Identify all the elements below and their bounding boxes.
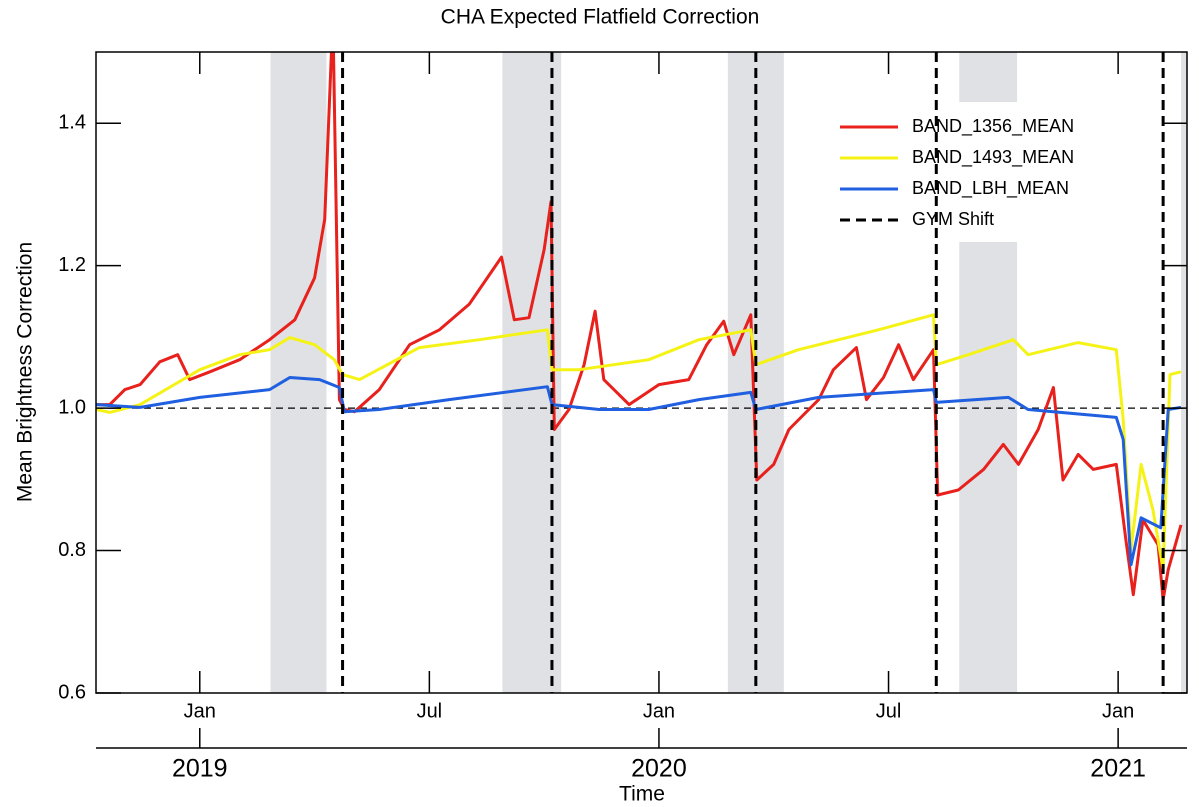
y-tick-label: 0.6 (58, 681, 86, 703)
data-line (96, 52, 1183, 602)
y-tick-label: 1.2 (58, 254, 86, 276)
chart-title: CHA Expected Flatfield Correction (441, 6, 760, 29)
shaded-region (1181, 52, 1187, 693)
y-axis-label: Mean Brightness Correction (14, 242, 37, 502)
x-tick-label: Jan (1102, 700, 1134, 722)
year-tick-label: 2021 (1090, 755, 1146, 783)
legend-label: GYM Shift (912, 209, 994, 229)
data-line (96, 313, 1182, 572)
x-tick-label: Jul (417, 700, 443, 722)
legend-label: BAND_1493_MEAN (912, 147, 1074, 168)
plot-frame (95, 51, 1188, 694)
legend-label: BAND_1356_MEAN (912, 116, 1074, 137)
y-tick-label: 1.4 (58, 112, 86, 134)
year-tick-label: 2020 (631, 755, 687, 783)
x-tick-label: Jan (643, 700, 675, 722)
x-tick-label: Jul (876, 700, 902, 722)
line-layer (96, 52, 1187, 693)
legend-label: BAND_LBH_MEAN (912, 178, 1069, 199)
x-tick-label: Jan (184, 700, 216, 722)
shaded-region (270, 52, 327, 693)
data-line (96, 376, 1182, 567)
y-tick-label: 1.0 (58, 396, 86, 418)
x-axis-label: Time (619, 783, 665, 806)
y-tick-label: 0.8 (58, 539, 86, 561)
year-tick-label: 2019 (172, 755, 228, 783)
